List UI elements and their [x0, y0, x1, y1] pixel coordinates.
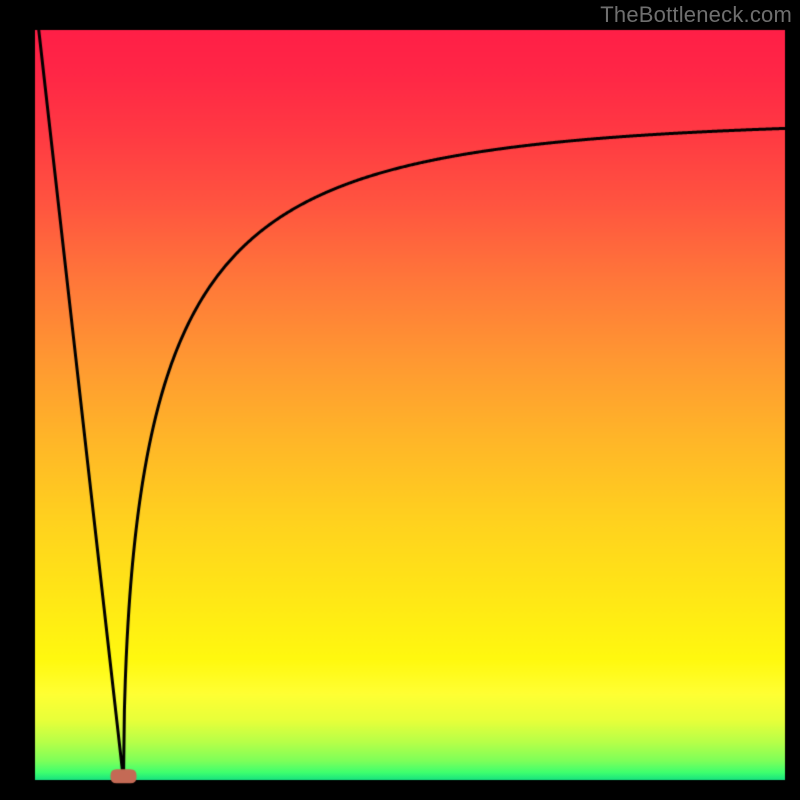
watermark-text: TheBottleneck.com [600, 2, 792, 28]
bottleneck-chart-canvas [0, 0, 800, 800]
chart-container: TheBottleneck.com [0, 0, 800, 800]
